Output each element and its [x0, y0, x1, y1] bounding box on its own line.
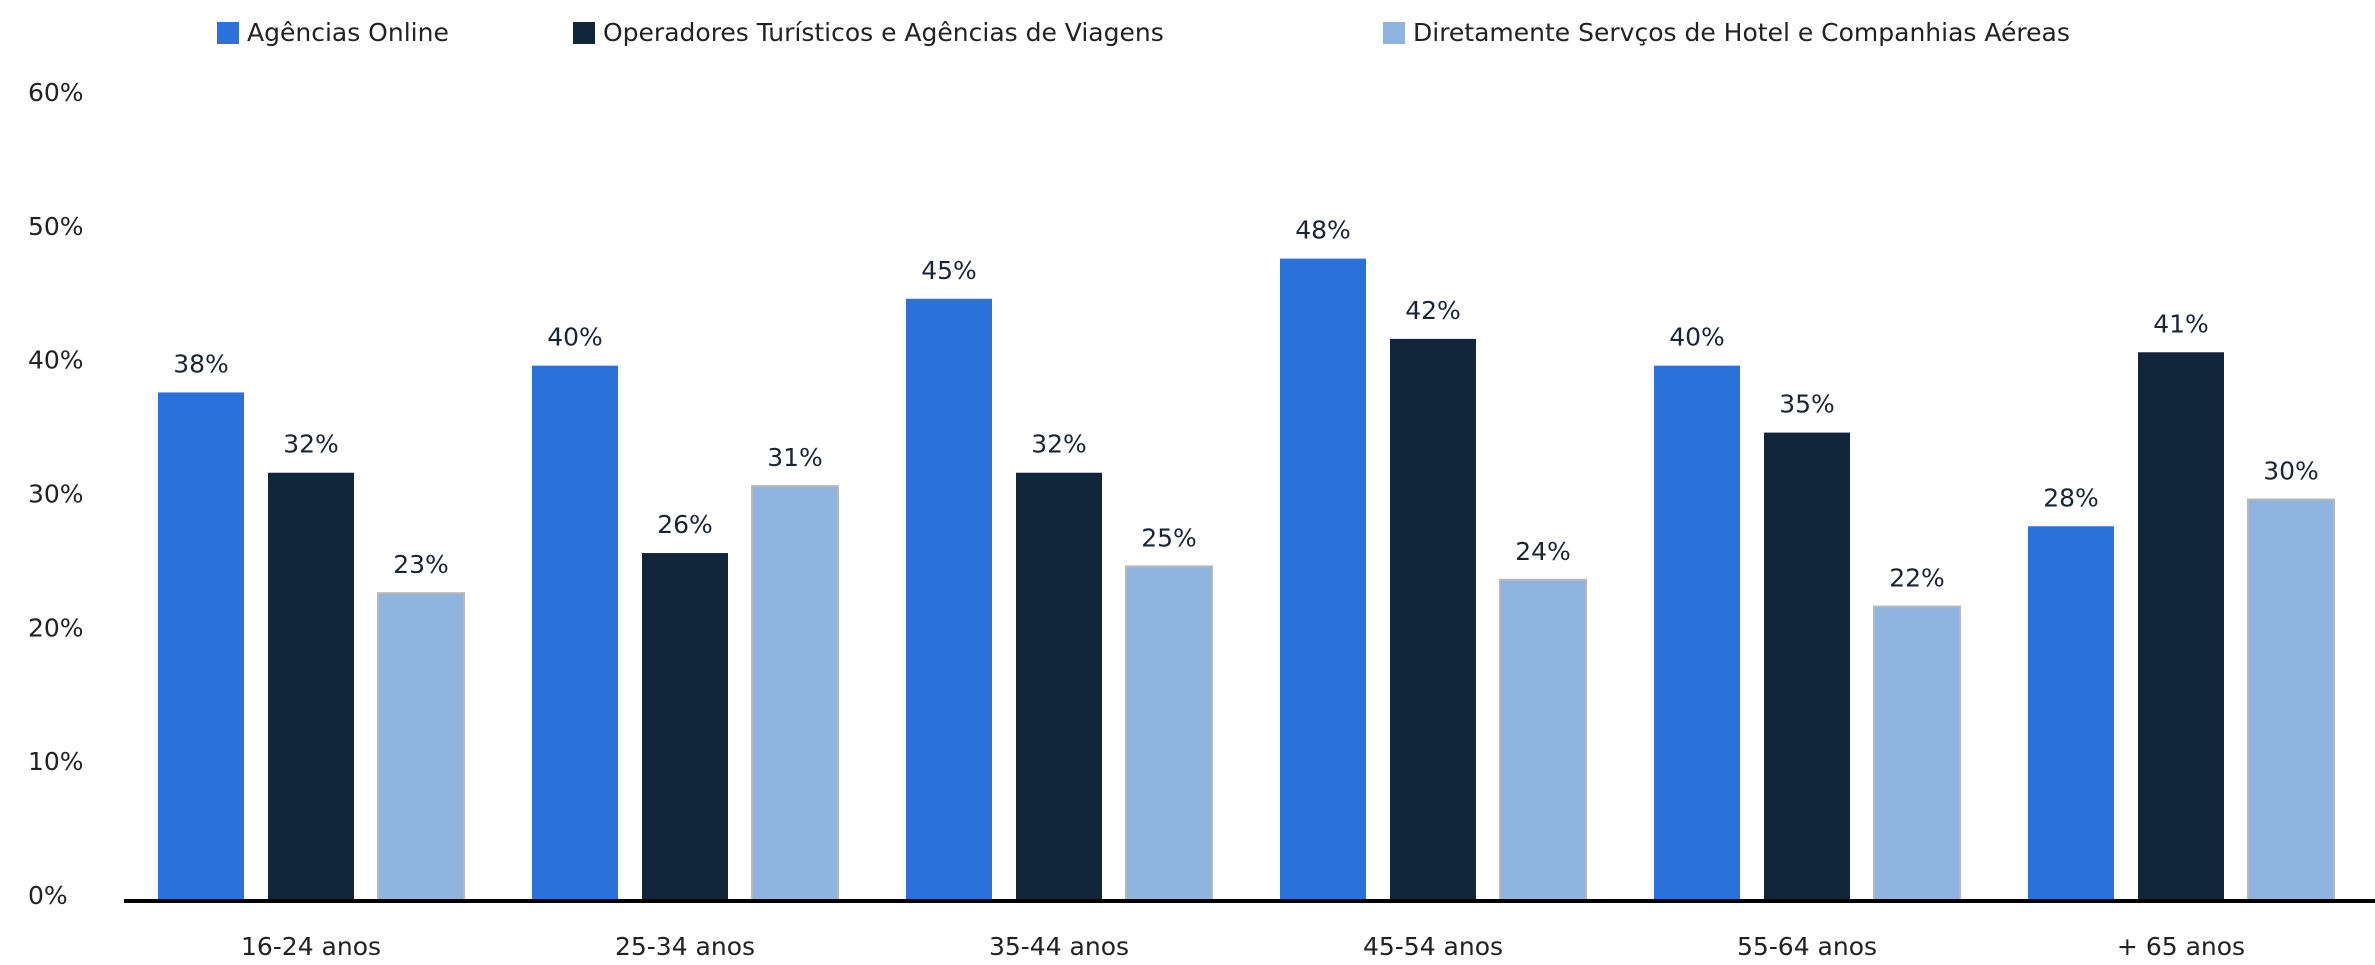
bar	[1125, 565, 1213, 903]
value-label: 40%	[547, 323, 603, 352]
bar	[532, 365, 618, 902]
bar	[377, 592, 465, 903]
legend-label: Diretamente Servços de Hotel e Companhia…	[1413, 18, 2070, 47]
bar	[751, 485, 839, 902]
value-label: 45%	[921, 256, 977, 285]
x-tick-label: 35-44 anos	[989, 932, 1129, 961]
value-label: 48%	[1295, 216, 1351, 245]
legend-swatch	[573, 22, 595, 44]
bar	[158, 392, 244, 901]
legend-label: Operadores Turísticos e Agências de Viag…	[603, 18, 1164, 47]
y-tick-label: 0%	[28, 881, 68, 910]
value-label: 25%	[1141, 523, 1197, 552]
value-label: 40%	[1669, 323, 1725, 352]
bar	[1764, 432, 1850, 901]
bar	[268, 472, 354, 901]
x-tick-label: 16-24 anos	[241, 932, 381, 961]
value-label: 24%	[1515, 537, 1571, 566]
value-label: 31%	[767, 443, 823, 472]
value-label: 28%	[2043, 483, 2099, 512]
value-label: 32%	[1031, 430, 1087, 459]
y-tick-label: 60%	[28, 78, 84, 107]
x-tick-label: 25-34 anos	[615, 932, 755, 961]
x-tick-label: + 65 anos	[2117, 932, 2245, 961]
bar	[2247, 498, 2335, 902]
value-label: 35%	[1779, 390, 1835, 419]
value-label: 41%	[2153, 309, 2209, 338]
bar	[1499, 578, 1587, 902]
x-tick-label: 55-64 anos	[1737, 932, 1877, 961]
legend-label: Agências Online	[247, 18, 449, 47]
value-label: 38%	[173, 349, 229, 378]
bar	[1390, 338, 1476, 901]
bar	[2028, 526, 2114, 901]
y-tick-label: 50%	[28, 212, 84, 241]
bar	[906, 298, 992, 901]
value-label: 30%	[2263, 457, 2319, 486]
legend-swatch	[217, 22, 239, 44]
value-label: 22%	[1889, 564, 1945, 593]
bar	[1016, 472, 1102, 901]
value-label: 42%	[1405, 296, 1461, 325]
value-label: 23%	[393, 550, 449, 579]
y-tick-label: 40%	[28, 346, 84, 375]
legend-swatch	[1383, 22, 1405, 44]
bar	[1873, 605, 1961, 902]
y-tick-label: 10%	[28, 747, 84, 776]
bar	[1280, 258, 1366, 902]
bar	[1654, 365, 1740, 902]
x-tick-label: 45-54 anos	[1363, 932, 1503, 961]
bar	[642, 553, 728, 901]
y-tick-label: 30%	[28, 480, 84, 509]
bar	[2138, 352, 2224, 901]
value-label: 32%	[283, 430, 339, 459]
value-label: 26%	[657, 510, 713, 539]
y-tick-label: 20%	[28, 613, 84, 642]
